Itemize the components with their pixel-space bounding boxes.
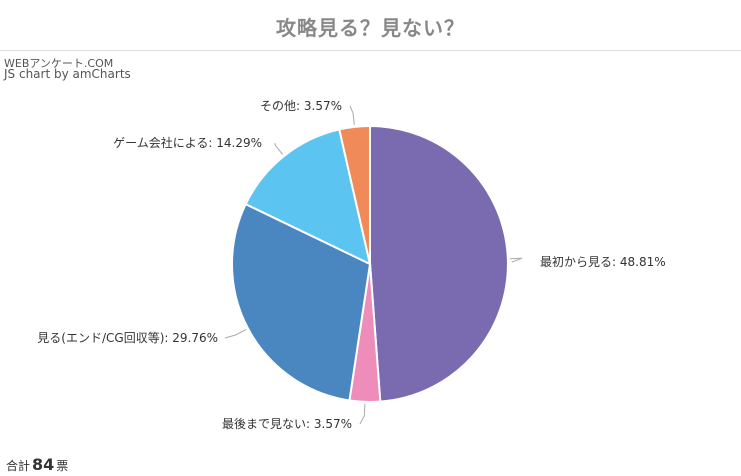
- pie-slices: [231, 124, 509, 403]
- pie-slice-label: 最後まで見ない: 3.57%: [222, 417, 352, 431]
- total-suffix: 票: [56, 459, 69, 473]
- pie-slice[interactable]: [244, 128, 372, 266]
- vote-total: 合計 84 票: [6, 455, 68, 474]
- pie-slice-label: ゲーム会社による: 14.29%: [113, 135, 262, 150]
- pie-slice[interactable]: [338, 124, 371, 265]
- pie-leader-line: [509, 257, 523, 263]
- pie-labels: 最初から見る: 48.81% 最後まで見ない: 3.57% 見る(エンド/CG回収等…: [37, 99, 665, 431]
- pie-slice-label: 最初から見る: 48.81%: [540, 255, 666, 269]
- pie-leader-line: [224, 328, 247, 339]
- credit-library[interactable]: JS chart by amCharts: [4, 67, 131, 81]
- pie-slice[interactable]: [369, 124, 509, 403]
- credit-site[interactable]: WEBアンケート.COM: [4, 57, 114, 70]
- total-value: 84: [32, 455, 55, 474]
- pie-slice-label: 見る(エンド/CG回収等): 29.76%: [37, 331, 218, 345]
- pie-leader-line: [349, 105, 355, 125]
- pie-slice[interactable]: [231, 202, 372, 402]
- total-prefix: 合計: [6, 459, 31, 473]
- chart-title: 攻略見る？見ない？: [276, 16, 465, 40]
- pie-slice-label: その他: 3.57%: [260, 99, 342, 113]
- pie-leader-line: [359, 403, 366, 425]
- pie-leader-lines: [224, 105, 523, 425]
- title-divider: [0, 50, 741, 51]
- pie-leader-line: [274, 142, 284, 155]
